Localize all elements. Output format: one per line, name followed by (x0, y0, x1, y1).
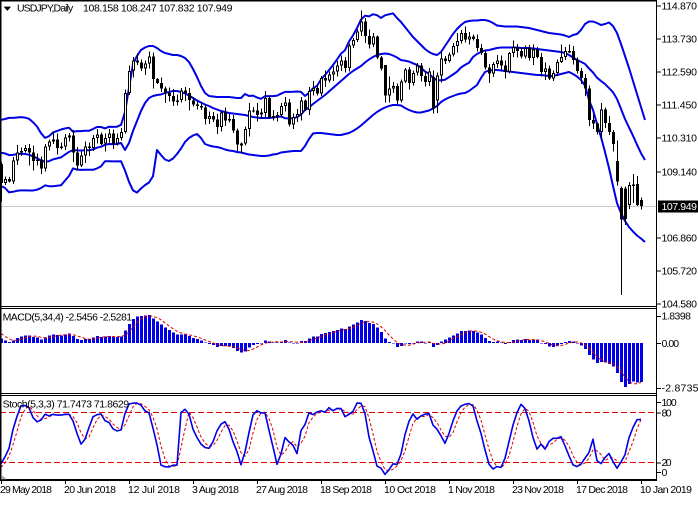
svg-text:109.140: 109.140 (662, 166, 698, 178)
svg-text:-2.8735: -2.8735 (662, 383, 698, 395)
svg-text:12 Jul 2018: 12 Jul 2018 (128, 484, 180, 496)
svg-text:23 Nov 2018: 23 Nov 2018 (512, 484, 564, 496)
svg-text:104.580: 104.580 (662, 298, 698, 310)
svg-text:10 Jan 2019: 10 Jan 2019 (640, 484, 692, 496)
svg-text:113.730: 113.730 (662, 33, 698, 45)
svg-text:3 Aug 2018: 3 Aug 2018 (192, 484, 239, 496)
svg-text:USDJPY,Daily: USDJPY,Daily (17, 3, 74, 15)
svg-text:Stoch(5,3,3) 71.7473 71.8629: Stoch(5,3,3) 71.7473 71.8629 (3, 399, 130, 411)
svg-text:1.8398: 1.8398 (662, 311, 692, 323)
svg-text:105.720: 105.720 (662, 265, 698, 277)
svg-text:10 Oct 2018: 10 Oct 2018 (384, 484, 436, 496)
svg-text:107.949: 107.949 (662, 201, 698, 213)
svg-text:110.310: 110.310 (662, 132, 698, 144)
svg-text:0: 0 (662, 467, 668, 479)
svg-text:0.00: 0.00 (662, 338, 680, 350)
svg-text:20 Jun 2018: 20 Jun 2018 (64, 484, 116, 496)
svg-text:17 Dec 2018: 17 Dec 2018 (576, 484, 628, 496)
svg-text:111.450: 111.450 (662, 99, 698, 111)
svg-text:27 Aug 2018: 27 Aug 2018 (256, 484, 308, 496)
svg-text:1 Nov 2018: 1 Nov 2018 (448, 484, 495, 496)
svg-text:108.158 108.247 107.832 107.94: 108.158 108.247 107.832 107.949 (83, 3, 233, 15)
svg-text:114.870: 114.870 (662, 0, 698, 12)
svg-text:106.860: 106.860 (662, 232, 698, 244)
svg-text:29 May 2018: 29 May 2018 (0, 484, 52, 496)
svg-text:18 Sep 2018: 18 Sep 2018 (320, 484, 372, 496)
svg-text:MACD(5,34,4) -2.5456 -2.5281: MACD(5,34,4) -2.5456 -2.5281 (3, 312, 133, 324)
svg-text:112.590: 112.590 (662, 66, 698, 78)
svg-text:80: 80 (662, 407, 672, 419)
